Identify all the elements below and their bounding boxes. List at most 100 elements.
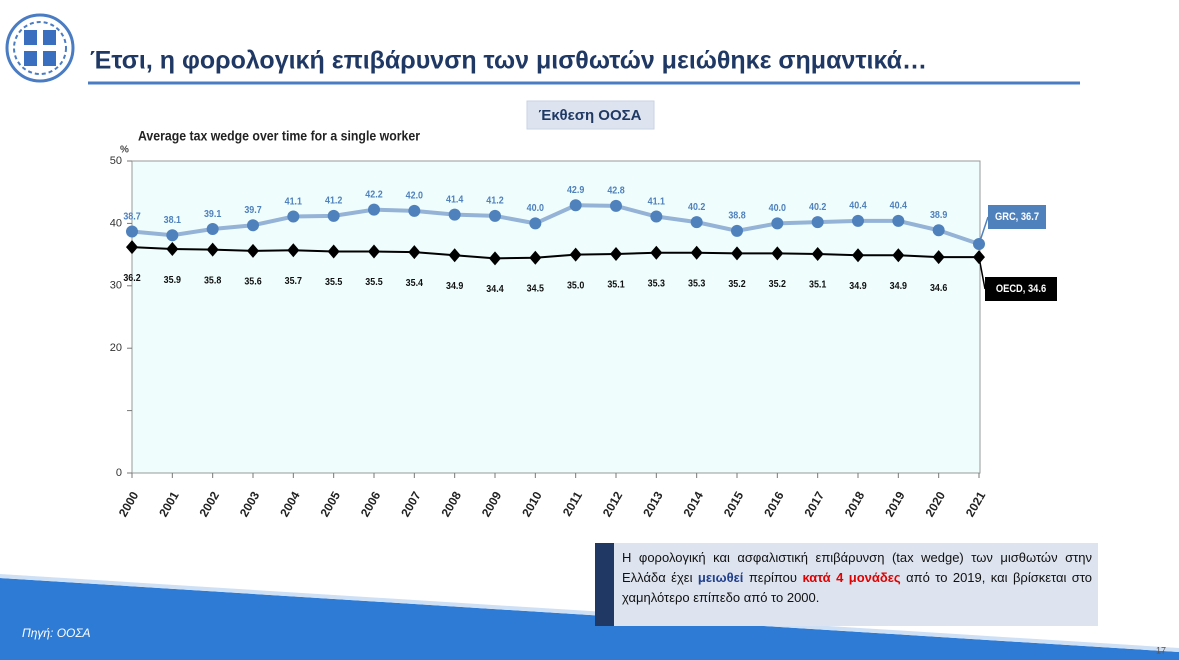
x-tick-label: 2015 (721, 489, 747, 519)
note-part: από το 2019, και βρίσκεται στο χαμηλότερ… (622, 570, 1093, 605)
point (247, 219, 259, 232)
point (731, 246, 743, 261)
end-label: OECD, 34.6 (996, 283, 1047, 295)
value-label: 34.9 (849, 280, 867, 292)
point (690, 216, 703, 229)
note-part: μειωθεί (697, 570, 744, 585)
point (932, 250, 945, 265)
value-label: 40.0 (769, 203, 787, 215)
point (529, 217, 542, 230)
value-label: 41.2 (486, 195, 504, 207)
x-tick-label: 2010 (519, 489, 545, 519)
point (327, 209, 340, 222)
emblem (5, 13, 75, 83)
note-part: κατά 4 μονάδες (802, 570, 901, 585)
value-label: 35.8 (204, 275, 222, 287)
value-label: 38.8 (728, 210, 746, 222)
value-label: 35.2 (769, 279, 787, 291)
x-tick-label: 2013 (640, 489, 666, 519)
x-tick-label: 2021 (963, 489, 989, 519)
point (771, 246, 784, 261)
value-label: 38.9 (930, 209, 948, 221)
point (852, 248, 864, 263)
point (932, 224, 945, 237)
note-part: περίπου (743, 570, 803, 585)
point (166, 241, 179, 256)
x-tick-label: 2006 (358, 489, 384, 519)
point (489, 209, 501, 222)
value-label: 34.5 (527, 283, 545, 295)
value-label: 41.4 (446, 194, 464, 206)
x-tick-label: 2020 (923, 489, 949, 519)
point (892, 214, 905, 227)
page-number: 17 (1156, 645, 1166, 655)
point (529, 250, 542, 265)
y-tick-label: 50 (110, 155, 122, 167)
slide-title: Έτσι, η φορολογική επιβάρυνση των μισθωτ… (90, 47, 927, 75)
value-label: 35.1 (607, 279, 625, 291)
point (408, 245, 421, 260)
value-label: 39.1 (204, 208, 222, 220)
x-tick-label: 2009 (479, 489, 505, 519)
x-tick-label: 2017 (802, 489, 828, 519)
value-label: 35.2 (728, 279, 746, 291)
x-tick-label: 2005 (318, 489, 344, 519)
label-leader (978, 216, 989, 245)
point (569, 199, 582, 212)
y-tick-label: 30 (110, 280, 122, 292)
value-label: 41.1 (648, 196, 666, 208)
y-axis-label: % (120, 145, 129, 156)
point (206, 223, 219, 236)
value-label: 36.2 (123, 272, 141, 284)
source: Πηγή: ΟΟΣΑ (22, 626, 91, 640)
chart-title: Average tax wedge over time for a single… (138, 128, 420, 144)
point (650, 245, 663, 260)
value-label: 35.0 (567, 280, 585, 292)
point (811, 246, 824, 261)
x-tick-label: 2014 (681, 489, 707, 519)
value-label: 35.3 (648, 278, 666, 290)
series-line (131, 203, 980, 246)
value-label: 35.5 (365, 277, 383, 289)
point (408, 204, 421, 217)
value-label: 34.6 (930, 282, 948, 294)
value-label: 40.4 (890, 200, 908, 212)
value-label: 42.2 (365, 189, 383, 201)
x-tick-label: 2000 (116, 489, 142, 519)
note-box (595, 543, 1098, 626)
point (811, 216, 824, 229)
value-label: 42.0 (406, 190, 424, 202)
x-tick-label: 2003 (237, 489, 263, 519)
point (327, 244, 340, 259)
point (690, 245, 703, 260)
y-tick-label: 0 (116, 467, 122, 479)
note-text: Η φορολογική και ασφαλιστική επιβάρυνση … (622, 548, 1092, 608)
bottom-stripe (0, 574, 1179, 652)
value-label: 38.1 (164, 214, 182, 226)
point (610, 246, 622, 261)
badge: Έκθεση ΟΟΣΑ (539, 107, 642, 124)
value-label: 40.0 (527, 203, 545, 215)
x-tick-label: 2007 (398, 489, 424, 519)
point (166, 229, 179, 242)
point (126, 225, 138, 238)
point (448, 208, 461, 221)
point (771, 217, 784, 230)
badge-box (526, 100, 655, 130)
value-label: 34.9 (890, 280, 908, 292)
value-label: 34.4 (486, 284, 504, 296)
y-tick-label: 40 (110, 217, 122, 229)
end-label: GRC, 36.7 (995, 211, 1039, 223)
x-tick-label: 2016 (761, 489, 787, 519)
point (650, 210, 663, 223)
x-tick-label: 2001 (156, 489, 182, 519)
point (247, 243, 259, 258)
note-bar (595, 543, 614, 626)
value-label: 35.4 (406, 277, 424, 289)
x-tick-label: 2008 (439, 489, 465, 519)
x-tick-label: 2012 (600, 489, 626, 519)
x-tick-label: 2011 (560, 489, 585, 519)
value-label: 34.9 (446, 280, 464, 292)
